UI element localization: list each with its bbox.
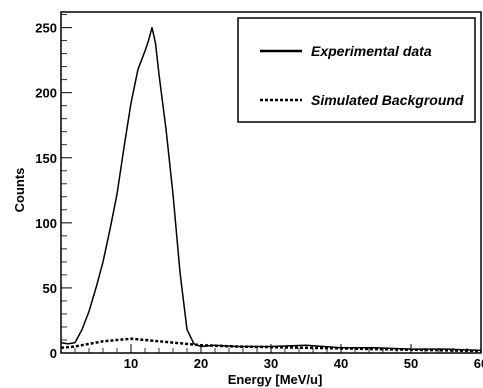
y-tick-label: 200 <box>35 86 57 101</box>
plot-area <box>60 26 482 353</box>
x-tick-label: 20 <box>194 356 208 371</box>
x-tick-label: 30 <box>264 356 278 371</box>
legend-box <box>237 17 476 123</box>
y-tick-label: 150 <box>35 151 57 166</box>
legend: Experimental data Simulated Background <box>237 17 476 123</box>
y-tick-label: 50 <box>43 281 57 296</box>
legend-label-background: Simulated Background <box>311 92 464 108</box>
series-line-simulated-background <box>60 337 482 353</box>
y-tick-label: 0 <box>50 346 57 361</box>
x-tick-label: 40 <box>334 356 348 371</box>
x-tick-label: 60 <box>474 356 483 371</box>
x-axis-title: Energy [MeV/u] <box>228 372 323 387</box>
y-axis-title: Counts <box>12 168 27 213</box>
axes: 10 20 30 40 50 60 0 50 100 150 200 250 <box>35 11 483 371</box>
legend-label-experimental: Experimental data <box>311 43 432 59</box>
series-line-experimental-data <box>60 26 482 352</box>
y-tick-label: 250 <box>35 21 57 36</box>
y-tick-label: 100 <box>35 216 57 231</box>
x-tick-label: 10 <box>124 356 138 371</box>
x-tick-label: 50 <box>404 356 418 371</box>
